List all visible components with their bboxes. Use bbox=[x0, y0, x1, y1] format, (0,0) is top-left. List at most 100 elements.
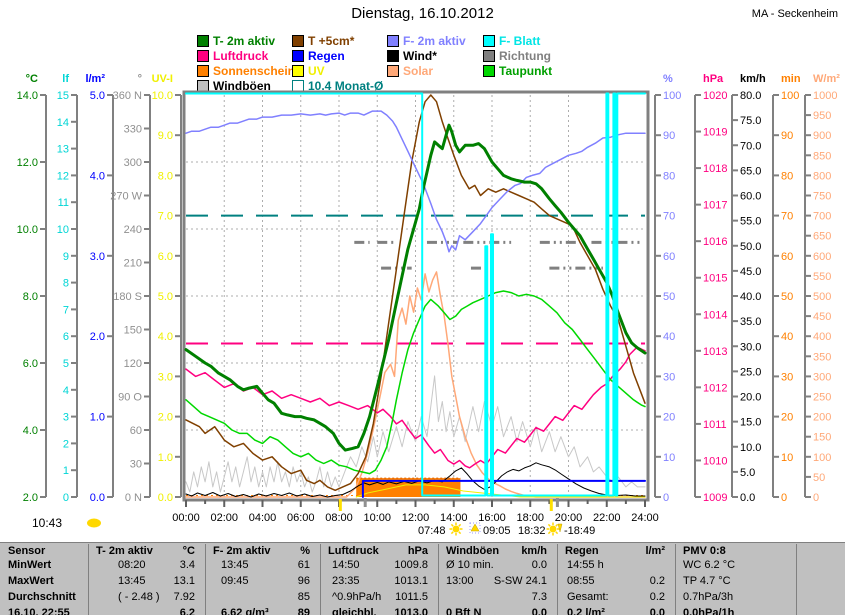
x-tick-label: 08:00 bbox=[325, 512, 353, 524]
legend-swatch-sonnenschein bbox=[197, 65, 209, 77]
axis-tick-label: 50 bbox=[781, 291, 793, 303]
legend-swatch-regen bbox=[292, 50, 304, 62]
axis-tick-label: 90 bbox=[663, 130, 675, 142]
axis-tick-label: 150 bbox=[124, 325, 142, 337]
legend-label-t-2m-aktiv: T- 2m aktiv bbox=[213, 33, 276, 48]
axis-tick-label: 20.0 bbox=[740, 392, 761, 404]
table-cell-left: Gesamt: bbox=[567, 591, 609, 603]
sun-up-arrow-icon bbox=[470, 523, 480, 532]
axis-tick-label: 30 bbox=[663, 371, 675, 383]
axis-tick-label: 250 bbox=[813, 392, 831, 404]
table-divider bbox=[675, 544, 676, 615]
axis-tick-label: 35.0 bbox=[740, 316, 761, 328]
axis-tick-label: 50.0 bbox=[740, 241, 761, 253]
legend-label-t-5cm: T +5cm* bbox=[308, 33, 355, 48]
weather-chart: °C14.012.010.08.06.04.02.0lf151413121110… bbox=[17, 73, 841, 537]
axis-header-uv-i: UV-I bbox=[152, 73, 173, 85]
table-cell-value: 13.1 bbox=[173, 575, 195, 587]
axis-tick-label: 0.0 bbox=[740, 492, 755, 504]
legend-swatch-solar bbox=[387, 65, 399, 77]
table-cell-left: 0.2 l/m² bbox=[567, 607, 605, 615]
x-tick-label: 20:00 bbox=[555, 512, 583, 524]
table-cell-left: ^0.9hPa/h bbox=[332, 591, 382, 603]
table-header-windb-en: Windböen bbox=[446, 545, 500, 557]
axis-tick-label: 360 N bbox=[113, 90, 142, 102]
legend-label-uv: UV bbox=[308, 63, 325, 78]
sun-time-marker-icon bbox=[549, 499, 553, 511]
axis-header-hpa: hPa bbox=[703, 73, 724, 85]
sun-up-marker-icon bbox=[469, 522, 481, 534]
axis-tick-label: 0 N bbox=[125, 492, 142, 504]
axis-tick-label: 1012 bbox=[703, 382, 727, 394]
axis-tick-label: 950 bbox=[813, 110, 831, 122]
stats-table: Sensor T- 2m aktiv °C F- 2m aktiv% Luftdruck… bbox=[0, 542, 845, 615]
sunshine-bar bbox=[356, 478, 461, 497]
axis-tick-label: 40 bbox=[781, 331, 793, 343]
axis-tick-label: 210 bbox=[124, 258, 142, 270]
table-header-sensor: Sensor bbox=[8, 545, 46, 557]
axis-tick-label: 30 bbox=[781, 371, 793, 383]
axis-tick-label: 60 bbox=[130, 425, 142, 437]
axis-tick-label: 1020 bbox=[703, 90, 727, 102]
station-name: MA - Seckenheim bbox=[751, 8, 838, 20]
sun-up-time-label: 09:05 bbox=[483, 525, 511, 537]
axis-tick-label: 80 bbox=[781, 170, 793, 182]
axis-tick-label: 20 bbox=[663, 412, 675, 424]
table-header-luftdruck: Luftdruck bbox=[328, 545, 379, 557]
axis-tick-label: 1010 bbox=[703, 455, 727, 467]
legend-item-windb-en: Windböen bbox=[197, 80, 271, 92]
axis-tick-label: 750 bbox=[813, 191, 831, 203]
sun-time-marker-icon bbox=[338, 499, 342, 511]
axis-tick-label: 15.0 bbox=[740, 417, 761, 429]
table-cell-value: 1013.0 bbox=[394, 607, 428, 615]
axis-tick-label: 5.0 bbox=[90, 90, 105, 102]
axis-tick-label: 3.0 bbox=[158, 371, 173, 383]
axis-tick-label: 100 bbox=[663, 90, 681, 102]
table-row-label: MaxWert bbox=[8, 575, 54, 587]
axis-tick-label: 6.0 bbox=[23, 358, 38, 370]
table-cell-value: 1009.8 bbox=[394, 559, 428, 571]
series-luftdruck bbox=[185, 346, 646, 469]
table-header-unit: hPa bbox=[407, 545, 428, 557]
legend-item-f-blatt: F- Blatt bbox=[483, 35, 540, 47]
axis-tick-label: 5.0 bbox=[158, 291, 173, 303]
axis-tick-label: 60 bbox=[781, 251, 793, 263]
axis-tick-label: 2.0 bbox=[23, 492, 38, 504]
axis-tick-label: 700 bbox=[813, 211, 831, 223]
sun-icon bbox=[458, 523, 462, 527]
axis-tick-label: 1015 bbox=[703, 273, 727, 285]
table-cell-left: 13:00 bbox=[446, 575, 474, 587]
sun-icon bbox=[450, 523, 454, 527]
axis-tick-label: 50 bbox=[663, 291, 675, 303]
table-header-t-2m-aktiv: T- 2m aktiv bbox=[96, 545, 153, 557]
table-cell-left: 08:55 bbox=[567, 575, 595, 587]
table-cell-value: 89 bbox=[297, 607, 310, 615]
x-tick-label: 16:00 bbox=[478, 512, 506, 524]
axis-tick-label: 450 bbox=[813, 311, 831, 323]
legend-label-10-4-monat: 10.4 Monat-Ø bbox=[308, 78, 384, 93]
sun-icon bbox=[555, 523, 559, 527]
axis-tick-label: 900 bbox=[813, 130, 831, 142]
axis-tick-label: 30.0 bbox=[740, 341, 761, 353]
legend-swatch-t-2m-aktiv bbox=[197, 35, 209, 47]
axis-tick-label: 25.0 bbox=[740, 366, 761, 378]
axis-tick-label: 650 bbox=[813, 231, 831, 243]
legend-label-luftdruck: Luftdruck bbox=[213, 48, 269, 63]
axis-tick-label: 600 bbox=[813, 251, 831, 263]
sunset-time-label: 18:32 bbox=[518, 525, 546, 537]
page-title: Dienstag, 16.10.2012 bbox=[351, 5, 494, 22]
axis-tick-label: 180 S bbox=[113, 291, 142, 303]
axis-header-min: min bbox=[781, 73, 801, 85]
legend-swatch-t-5cm bbox=[292, 35, 304, 47]
axis-tick-label: 12.0 bbox=[17, 157, 38, 169]
legend-swatch-taupunkt bbox=[483, 65, 495, 77]
x-tick-label: 06:00 bbox=[287, 512, 315, 524]
axis-tick-label: 1014 bbox=[703, 309, 727, 321]
table-cell-left: 09:45 bbox=[221, 575, 249, 587]
legend-swatch-luftdruck bbox=[197, 50, 209, 62]
legend-item-sonnenschein: Sonnenschein bbox=[197, 65, 295, 77]
legend-item-richtung: Richtung bbox=[483, 50, 551, 62]
table-cell-value: 7.3 bbox=[531, 591, 547, 603]
table-divider bbox=[320, 544, 321, 615]
sun-cloud-icon bbox=[87, 518, 101, 528]
